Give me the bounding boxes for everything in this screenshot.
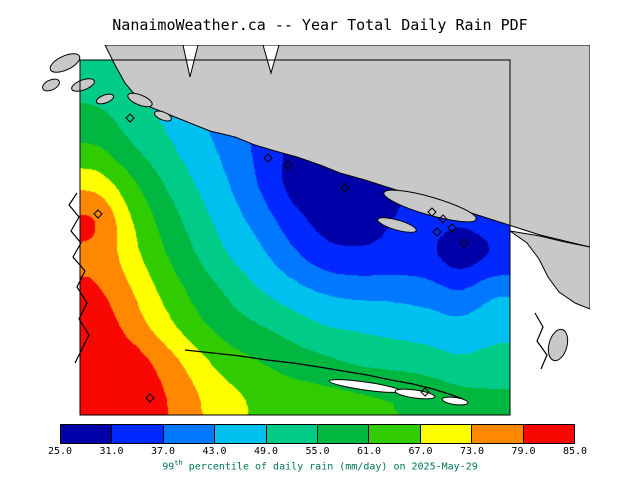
colorbar-segment — [368, 425, 420, 443]
colorbar-segment — [111, 425, 163, 443]
station-marker — [427, 207, 437, 217]
map-overlay — [42, 45, 590, 416]
inlet — [262, 45, 280, 75]
island — [377, 217, 417, 233]
colorbar-segment — [214, 425, 266, 443]
colorbar-tick-label: 37.0 — [150, 446, 176, 457]
station-marker — [93, 209, 103, 219]
island — [95, 93, 115, 105]
station-marker — [447, 223, 457, 233]
caption-rest: percentile of daily rain (mm/day) on 202… — [182, 461, 478, 473]
colorbar-tick-label: 55.0 — [305, 446, 330, 457]
colorbar-segment — [61, 425, 112, 443]
island — [71, 78, 95, 92]
island — [49, 53, 81, 73]
west-coastline — [68, 192, 90, 364]
island — [154, 110, 172, 122]
station-marker — [438, 214, 448, 224]
colorbar-segment — [265, 425, 318, 443]
island-coastline — [184, 349, 464, 400]
island — [127, 92, 153, 108]
colorbar-tick-label: 49.0 — [253, 446, 279, 457]
colorbar-tick-label: 67.0 — [408, 446, 433, 457]
colorbar-segment — [471, 425, 523, 443]
station-marker — [340, 183, 350, 193]
station-marker — [420, 387, 430, 397]
coastlines — [68, 192, 548, 406]
colorbar-segment — [162, 425, 215, 443]
mainland-coast — [104, 45, 590, 248]
colorbar-tick-label: 61.0 — [356, 446, 382, 457]
colorbar-tick-label: 85.0 — [562, 446, 588, 457]
caption-superscript: th — [174, 459, 183, 467]
colorbar-ticks: 25.0 31.0 37.0 43.0 49.0 55.0 61.0 67.0 73.0 79.0… — [48, 446, 587, 459]
east-coastline — [534, 312, 548, 370]
caption: 99th percentile of daily rain (mm/day) o… — [0, 459, 640, 472]
station-marker — [145, 393, 155, 403]
colorbar-tick-label: 43.0 — [202, 446, 227, 457]
colorbar-tick-label: 73.0 — [459, 446, 485, 457]
island — [42, 78, 60, 92]
page-title: NanaimoWeather.ca -- Year Total Daily Ra… — [112, 16, 528, 34]
station-marker — [263, 153, 273, 163]
land-shapes — [42, 45, 590, 362]
caption-base: 99 — [162, 461, 175, 473]
colorbar-tick-label: 31.0 — [99, 446, 124, 457]
field-border — [79, 59, 511, 416]
colorbar-segment — [522, 425, 575, 443]
station-marker — [125, 113, 135, 123]
map-plot — [35, 45, 590, 420]
colorbar-tick-label: 79.0 — [511, 446, 536, 457]
colorbar-tick-label: 25.0 — [47, 446, 73, 457]
colorbar-segment — [419, 425, 472, 443]
right-shore-land — [509, 230, 590, 310]
gulf-island — [441, 396, 469, 406]
island — [547, 328, 569, 362]
station-markers — [93, 113, 469, 403]
colorbar — [60, 424, 575, 444]
station-marker — [432, 227, 442, 237]
station-marker — [459, 238, 469, 248]
station-marker — [283, 160, 293, 170]
colorbar-segment — [317, 425, 369, 443]
inlet — [182, 45, 199, 78]
gulf-island — [394, 388, 436, 400]
texada-island — [383, 189, 477, 223]
